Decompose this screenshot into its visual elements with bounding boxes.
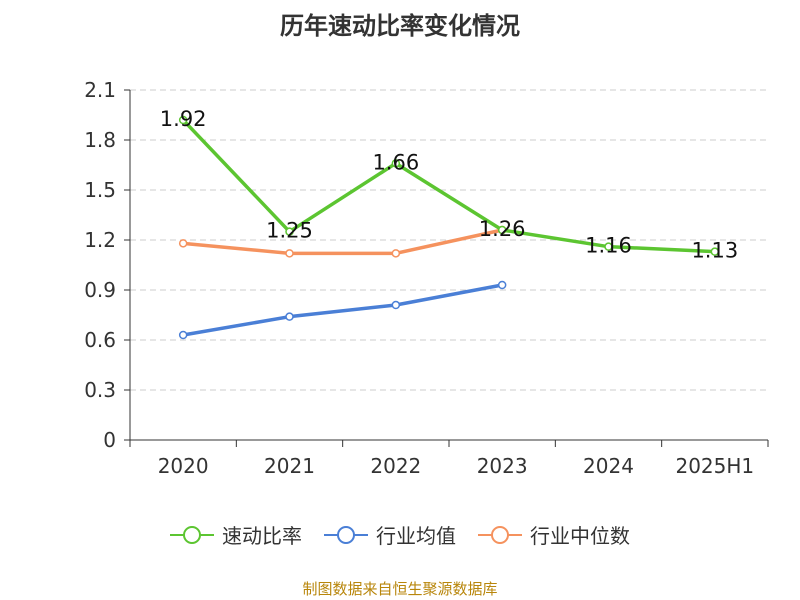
- x-tick-label: 2024: [583, 454, 634, 478]
- data-point[interactable]: [497, 225, 507, 235]
- y-tick-label: 0.3: [84, 378, 116, 402]
- data-point[interactable]: [285, 249, 294, 258]
- y-tick-label: 0: [103, 428, 116, 452]
- legend-label-industry-mean: 行业均值: [376, 524, 456, 548]
- y-tick-label: 0.6: [84, 328, 116, 352]
- data-point[interactable]: [285, 227, 294, 236]
- legend-marker-industry-mean: [324, 525, 368, 544]
- x-tick-label: 2021: [264, 454, 315, 478]
- y-tick-label: 1.8: [84, 128, 116, 152]
- grid-lines: [130, 89, 768, 391]
- legend-marker-quick-ratio: [170, 525, 214, 544]
- data-source: 制图数据来自恒生聚源数据库: [302, 580, 498, 598]
- data-labels: 1.92 1.25 1.66 1.26 1.16 1.13: [160, 107, 738, 263]
- data-point[interactable]: [178, 330, 188, 340]
- data-point[interactable]: [497, 280, 507, 290]
- legend-item-industry-mean[interactable]: 行业均值: [324, 520, 456, 549]
- y-tick-label: 2.1: [84, 78, 116, 102]
- line-chart: 0 0.3 0.6 0.9 1.2 1.5 1.8 2.1 2020 2021 2022 2023 20…: [84, 78, 769, 478]
- x-tick-label: 2022: [370, 454, 421, 478]
- data-point[interactable]: [391, 300, 401, 310]
- axes: 0 0.3 0.6 0.9 1.2 1.5 1.8 2.1 2020 2021 2022 2023 20…: [84, 78, 769, 478]
- legend-marker-industry-median: [478, 525, 522, 544]
- data-point[interactable]: [604, 242, 613, 251]
- legend-label-quick-ratio: 速动比率: [222, 524, 302, 548]
- data-label: 1.26: [479, 217, 526, 241]
- chart-title: 历年速动比率变化情况: [280, 12, 520, 40]
- data-point[interactable]: [178, 239, 188, 248]
- series-line-1: [182, 283, 503, 337]
- data-point[interactable]: [391, 249, 401, 258]
- y-tick-label: 0.9: [84, 278, 116, 302]
- series-line-2: [183, 228, 503, 256]
- data-label: 1.92: [160, 107, 207, 131]
- y-tick-label: 1.5: [84, 178, 116, 202]
- data-point[interactable]: [710, 247, 720, 256]
- legend-label-industry-median: 行业中位数: [530, 524, 630, 548]
- data-label: 1.25: [266, 219, 313, 243]
- data-label: 1.13: [691, 239, 738, 263]
- x-tick-label: 2025H1: [675, 454, 754, 478]
- x-tick-label: 2023: [477, 454, 528, 478]
- data-label: 1.66: [372, 150, 419, 174]
- data-point[interactable]: [391, 159, 401, 168]
- data-point[interactable]: [285, 312, 294, 321]
- x-tick-label: 2020: [158, 454, 209, 478]
- data-label: 1.16: [585, 234, 632, 258]
- legend-item-quick-ratio[interactable]: 速动比率: [170, 520, 302, 549]
- legend-item-industry-median[interactable]: 行业中位数: [478, 520, 630, 549]
- data-point[interactable]: [178, 115, 188, 125]
- legend: 速动比率 行业均值 行业中位数: [0, 520, 800, 549]
- series-lines: [178, 115, 720, 340]
- series-line-0: [181, 118, 715, 254]
- y-tick-label: 1.2: [84, 228, 116, 252]
